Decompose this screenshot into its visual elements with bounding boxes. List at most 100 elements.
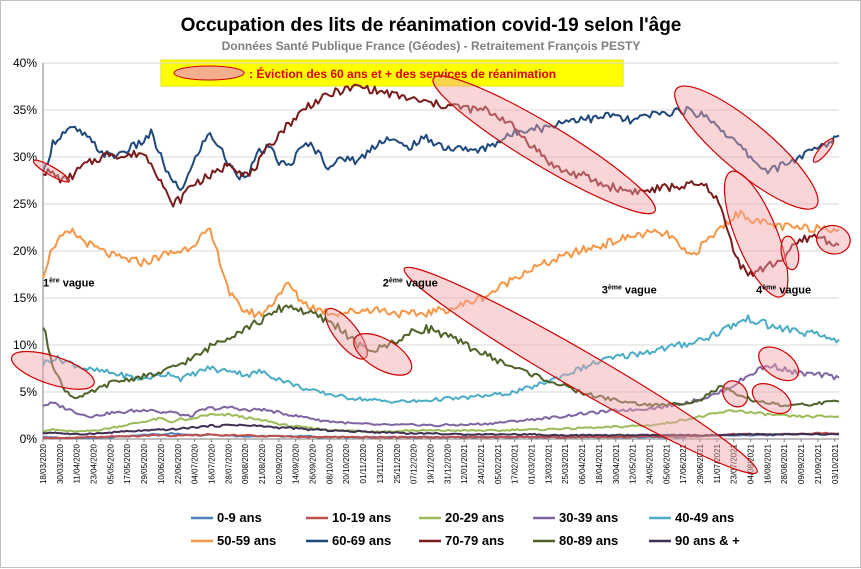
legend-label: 60-69 ans: [332, 533, 391, 548]
eviction-ellipse: [32, 159, 71, 183]
wave-label: 1ère vague: [43, 278, 95, 290]
y-tick-label: 15%: [13, 291, 37, 305]
legend-label: 70-79 ans: [445, 533, 504, 548]
x-tick-label: 03/10/2021: [831, 443, 840, 484]
x-tick-label: 21/08/2020: [258, 443, 267, 484]
x-tick-label: 09/08/2020: [241, 443, 250, 484]
x-tick-label: 16/08/2021: [763, 443, 772, 484]
x-tick-label: 07/12/2020: [410, 443, 419, 484]
x-tick-label: 01/03/2021: [528, 443, 537, 484]
x-tick-label: 11/07/2021: [713, 443, 722, 483]
x-tick-label: 02/09/2020: [275, 443, 284, 484]
x-tick-label: 28/07/2020: [224, 443, 233, 484]
annotation-text: : Éviction des 60 ans et + des services …: [249, 66, 556, 81]
y-tick-label: 10%: [13, 338, 37, 352]
x-tick-label: 13/11/2020: [376, 443, 385, 483]
x-tick-label: 13/03/2021: [544, 443, 553, 484]
series-line: [42, 409, 840, 434]
x-tick-label: 12/05/2021: [629, 443, 638, 484]
legend-label: 0-9 ans: [217, 510, 262, 525]
series-line: [42, 304, 840, 408]
wave-label: 3ème vague: [602, 284, 657, 296]
legend-label: 80-89 ans: [559, 533, 618, 548]
x-tick-label: 05/05/2020: [106, 443, 115, 484]
x-tick-label: 28/08/2021: [780, 443, 789, 484]
eviction-ellipse: [324, 307, 368, 360]
legend-label: 40-49 ans: [675, 510, 734, 525]
y-tick-label: 25%: [13, 197, 37, 211]
y-tick-label: 40%: [13, 56, 37, 70]
series-line: [42, 209, 840, 319]
y-tick-label: 35%: [13, 103, 37, 117]
y-tick-label: 0%: [20, 432, 38, 446]
series-lines: [42, 83, 840, 440]
x-tick-label: 06/04/2021: [578, 443, 587, 484]
series-line: [42, 423, 840, 437]
x-tick-label: 24/01/2021: [477, 443, 486, 484]
x-tick-label: 04/07/2020: [191, 443, 200, 484]
x-tick-label: 29/06/2021: [696, 443, 705, 484]
eviction-ellipses: [10, 75, 851, 475]
eviction-ellipse: [722, 380, 749, 408]
eviction-ellipse: [10, 350, 95, 390]
y-axis-ticks: 0% 5% 10% 15% 20% 25% 30% 35% 40%: [13, 56, 37, 446]
x-tick-label: 23/07/2021: [730, 443, 739, 484]
x-tick-label: 05/06/2021: [662, 443, 671, 484]
x-tick-label: 25/03/2021: [561, 443, 570, 484]
eviction-ellipse: [353, 333, 413, 376]
x-tick-label: 12/01/2021: [460, 443, 469, 484]
x-tick-label: 19/12/2020: [426, 443, 435, 484]
legend-label: 50-59 ans: [217, 533, 276, 548]
x-tick-label: 24/05/2021: [645, 443, 654, 484]
x-tick-label: 16/07/2020: [207, 443, 216, 484]
eviction-ellipse: [723, 170, 789, 298]
eviction-legend-ellipse: [173, 65, 245, 81]
series-line: [42, 363, 840, 428]
legend-label: 90 ans & +: [675, 533, 740, 548]
x-tick-label: 26/09/2020: [309, 443, 318, 484]
eviction-ellipse: [751, 383, 792, 415]
x-axis-ticks: 18/03/2020 30/03/2020 11/04/2020 23/04/2020…: [39, 439, 840, 484]
x-tick-label: 17/05/2020: [123, 443, 132, 484]
eviction-ellipse: [758, 346, 800, 382]
x-tick-label: 17/02/2021: [511, 443, 520, 484]
chart-title: Occupation des lits de réanimation covid…: [181, 15, 682, 36]
x-tick-label: 30/04/2021: [612, 443, 621, 484]
x-tick-label: 17/06/2021: [679, 443, 688, 484]
series-line: [42, 105, 840, 192]
x-tick-label: 01/11/2020: [359, 443, 368, 483]
x-tick-label: 23/04/2020: [90, 443, 99, 484]
eviction-ellipse: [816, 224, 851, 255]
series-line: [42, 83, 840, 277]
series-line: [42, 314, 840, 404]
eviction-ellipse: [674, 85, 819, 210]
x-tick-label: 09/09/2021: [797, 443, 806, 484]
legend-label: 10-19 ans: [332, 510, 391, 525]
eviction-ellipse: [403, 266, 758, 475]
x-tick-label: 08/10/2020: [325, 443, 334, 484]
y-tick-label: 5%: [20, 385, 38, 399]
x-tick-label: 14/09/2020: [292, 443, 301, 484]
x-tick-label: 04/08/2021: [747, 443, 756, 484]
x-tick-label: 18/03/2020: [39, 443, 48, 484]
x-tick-label: 18/04/2021: [595, 443, 604, 484]
y-tick-label: 30%: [13, 150, 37, 164]
annotation-banner: : Éviction des 60 ans et + des services …: [160, 59, 624, 87]
x-tick-label: 29/05/2020: [140, 443, 149, 484]
wave-labels: 1ère vague 2ème vague 3ème vague 4ème vague: [43, 278, 811, 297]
x-tick-label: 21/09/2021: [814, 443, 823, 484]
x-tick-label: 31/12/2020: [443, 443, 452, 484]
eviction-ellipse: [432, 75, 657, 215]
y-tick-label: 20%: [13, 244, 37, 258]
eviction-ellipse: [812, 137, 835, 163]
wave-label: 2ème vague: [383, 278, 438, 290]
x-tick-label: 22/06/2020: [174, 443, 183, 484]
x-tick-label: 30/03/2020: [56, 443, 65, 484]
x-tick-label: 11/04/2020: [73, 443, 82, 483]
legend-label: 20-29 ans: [445, 510, 504, 525]
x-tick-label: 10/06/2020: [157, 443, 166, 484]
legend: 0-9 ans 10-19 ans 20-29 ans 30-39 ans 40-49 …: [191, 510, 740, 548]
x-tick-label: 05/02/2021: [494, 443, 503, 484]
